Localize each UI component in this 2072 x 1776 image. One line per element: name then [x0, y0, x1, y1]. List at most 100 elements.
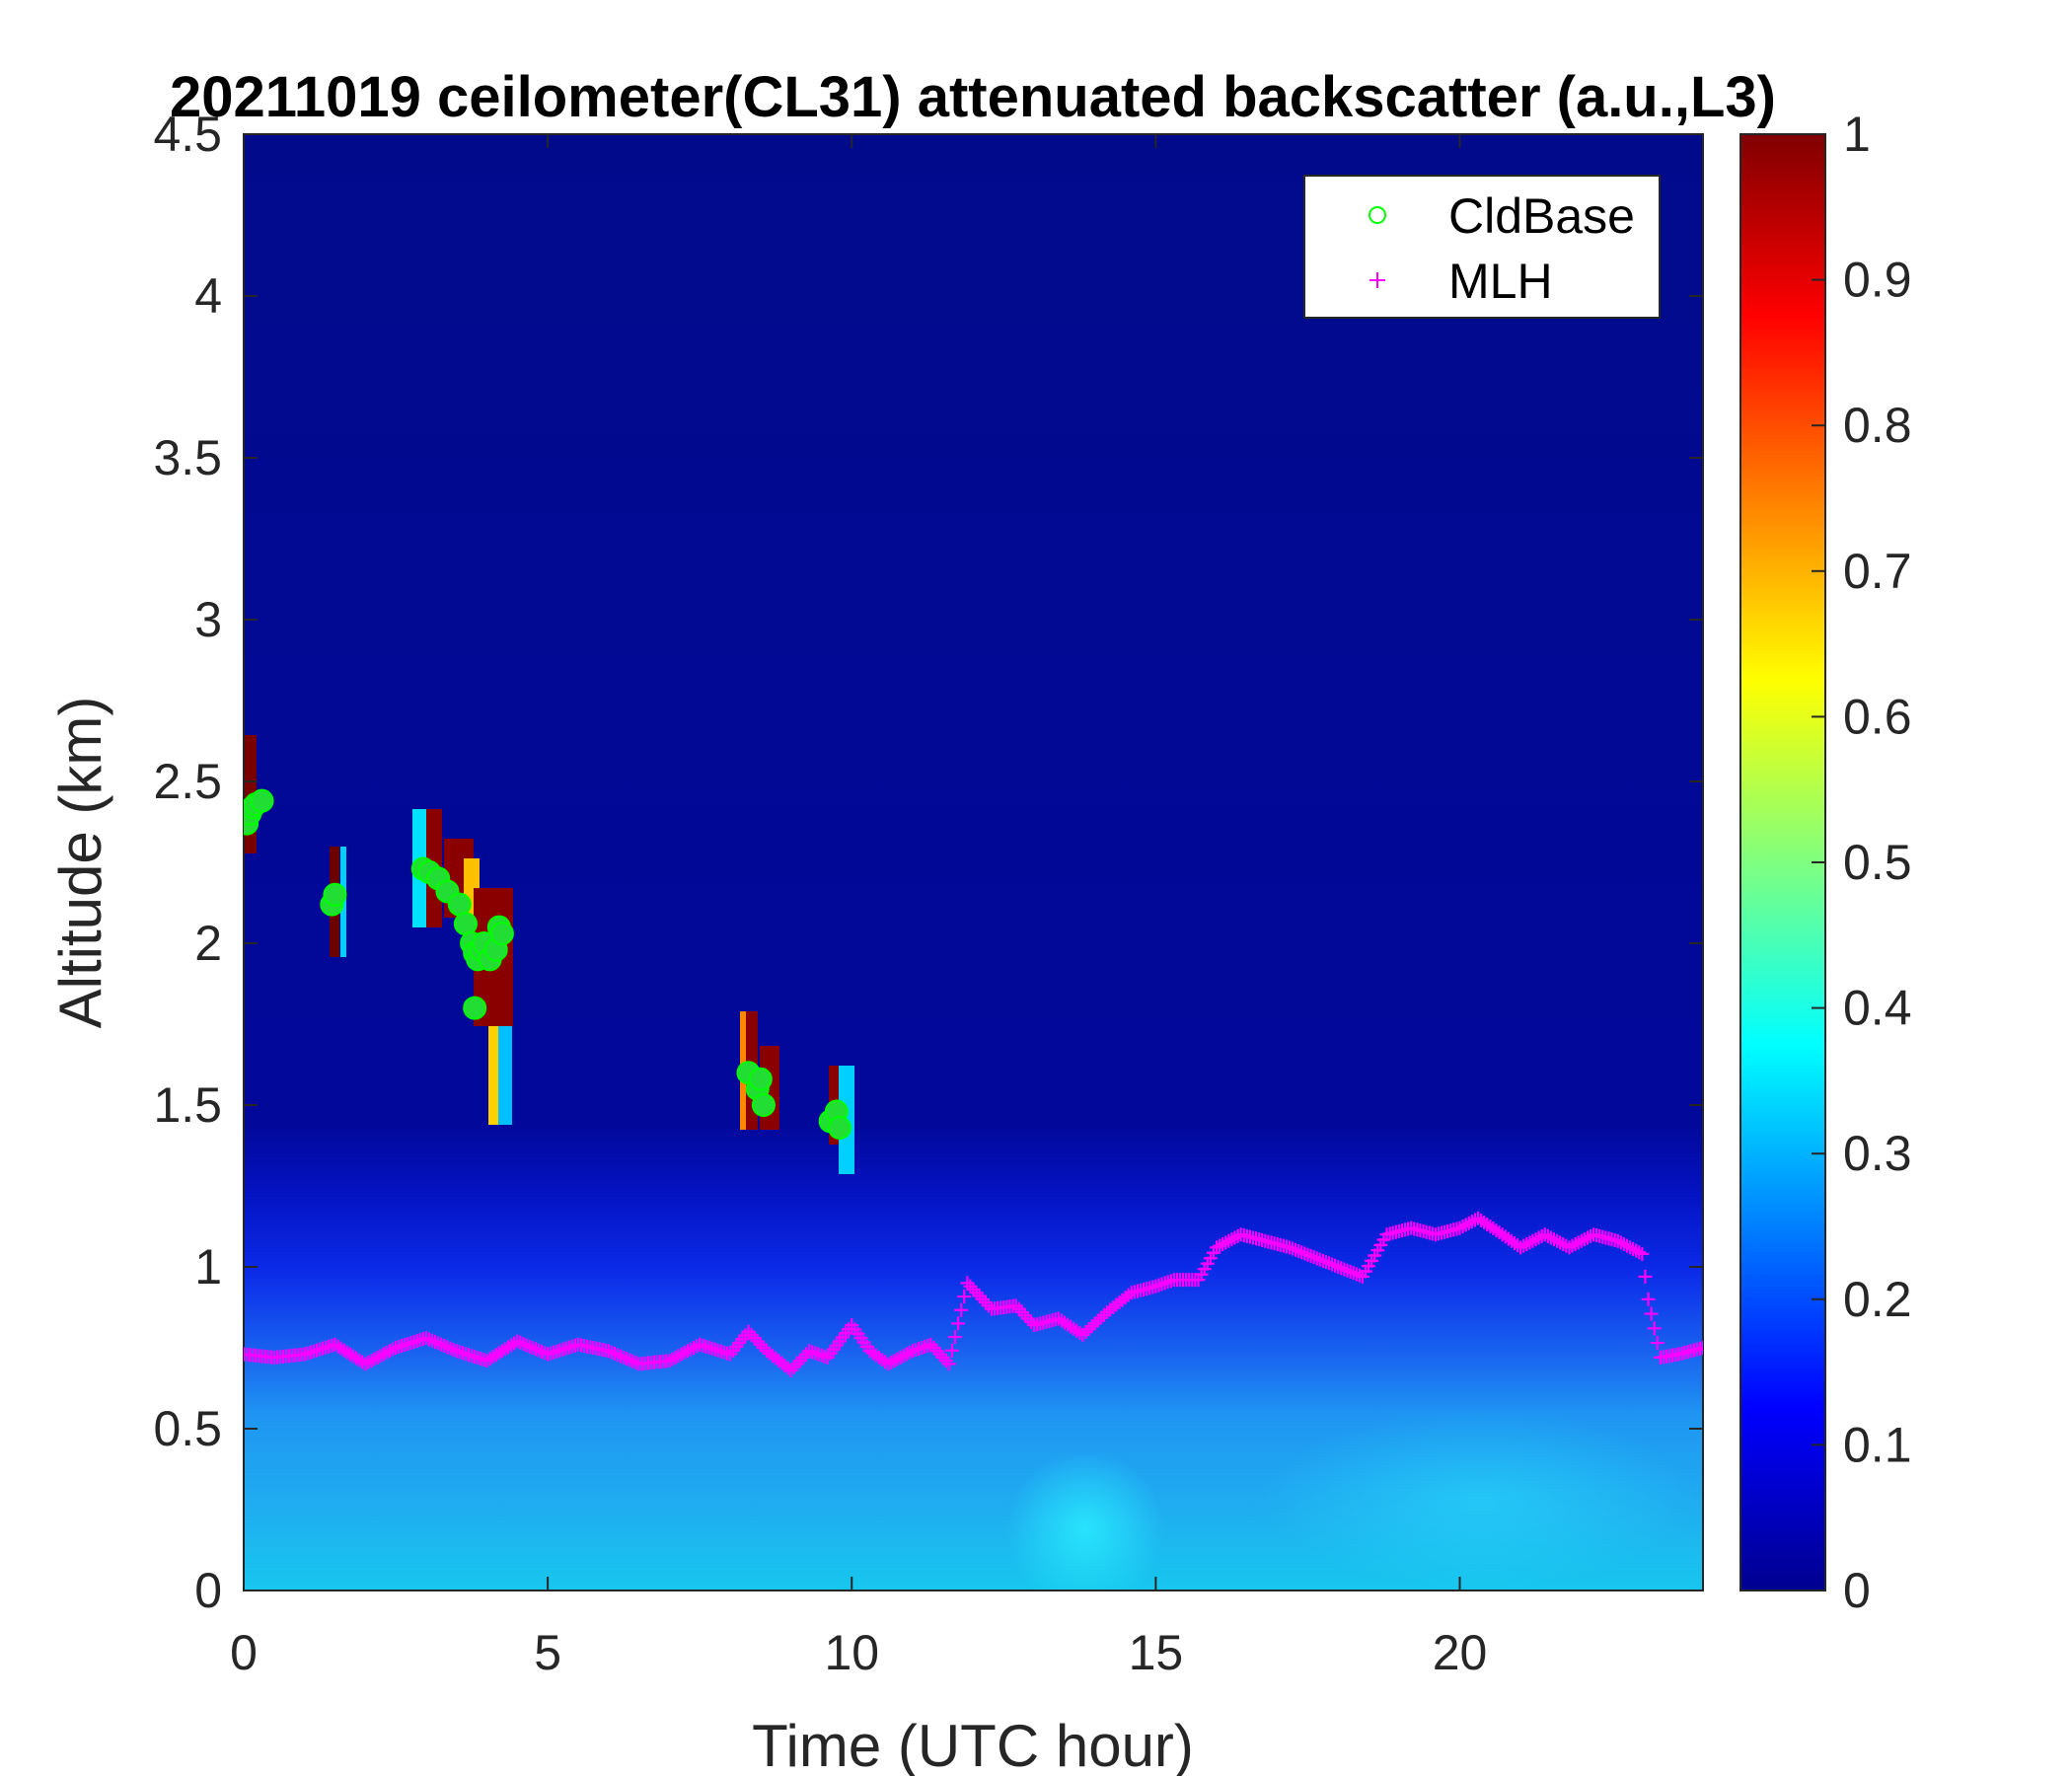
- colorbar-tick-label: 0.1: [1843, 1417, 1912, 1472]
- mlh-marker: [1303, 1248, 1318, 1263]
- colorbar-tick-label: 0.3: [1843, 1126, 1912, 1181]
- mlh-marker: [1011, 1301, 1026, 1316]
- x-tick-label: 10: [824, 1625, 879, 1680]
- mlh-marker: [789, 1357, 804, 1371]
- plot-frame: [243, 133, 1704, 1591]
- mlh-marker: [1543, 1230, 1558, 1245]
- mlh-marker: [623, 1353, 637, 1368]
- mlh-marker: [899, 1347, 914, 1362]
- mlh-marker: [783, 1363, 798, 1377]
- mlh-marker: [1300, 1247, 1315, 1262]
- mlh-marker: [443, 1341, 458, 1356]
- mlh-marker: [373, 1349, 388, 1364]
- mlh-marker: [1227, 1230, 1242, 1245]
- mlh-marker: [1014, 1304, 1029, 1319]
- mlh-marker: [376, 1347, 391, 1362]
- colorbar-tick-label: 1: [1843, 107, 1871, 162]
- axis-ticks: [243, 133, 1703, 1591]
- y-tick-label: 3: [194, 592, 222, 647]
- legend-box: [1303, 175, 1661, 319]
- mlh-marker: [668, 1350, 683, 1365]
- mlh-marker: [975, 1292, 990, 1306]
- mlh-marker: [617, 1350, 631, 1365]
- mlh-marker: [1540, 1228, 1555, 1243]
- mlh-marker: [786, 1360, 801, 1374]
- colorbar-tick-label: 0.7: [1843, 544, 1912, 599]
- mlh-marker: [948, 1330, 963, 1345]
- mlh-marker: [1464, 1215, 1479, 1229]
- mlh-marker: [881, 1357, 896, 1371]
- x-tick-labels: 0 5 10 15 20: [230, 1625, 1487, 1680]
- colorbar-tick-label: 0: [1843, 1563, 1871, 1618]
- legend-mlh-marker: [1369, 272, 1385, 288]
- mlh-marker: [421, 1332, 436, 1347]
- mlh-marker: [1340, 1263, 1355, 1278]
- mlh-marker: [750, 1334, 765, 1349]
- mlh-marker: [1610, 1233, 1625, 1248]
- mlh-marker: [753, 1337, 768, 1352]
- mlh-marker: [957, 1290, 972, 1304]
- mlh-marker: [1623, 1240, 1638, 1255]
- mlh-marker: [926, 1341, 941, 1355]
- mlh-marker: [1349, 1267, 1364, 1282]
- y-tick-labels: 0 0.5 1 1.5 2 2.5 3 3.5 4 4.5: [153, 107, 222, 1618]
- mlh-marker: [1547, 1232, 1562, 1247]
- mlh-marker: [379, 1345, 394, 1360]
- mlh-marker: [1616, 1237, 1631, 1252]
- mlh-marker: [1452, 1221, 1467, 1235]
- mlh-marker: [1221, 1233, 1236, 1248]
- mlh-marker: [1325, 1257, 1340, 1272]
- mlh-marker: [1210, 1240, 1223, 1255]
- mlh-marker: [1571, 1235, 1586, 1250]
- mlh-marker: [1322, 1256, 1337, 1271]
- mlh-marker: [370, 1350, 385, 1365]
- mlh-marker: [519, 1338, 534, 1353]
- mlh-marker: [902, 1345, 917, 1360]
- cldbase-marker: [463, 996, 487, 1020]
- mlh-marker: [747, 1331, 762, 1346]
- colorbar-tick-label: 0.4: [1843, 981, 1912, 1036]
- mlh-marker: [665, 1352, 680, 1367]
- mlh-marker: [1553, 1235, 1568, 1250]
- mlh-marker: [358, 1357, 373, 1371]
- mlh-marker: [1556, 1237, 1571, 1252]
- mlh-marker: [1522, 1235, 1537, 1250]
- mlh-marker: [792, 1354, 807, 1369]
- mlh-marker: [1613, 1235, 1628, 1250]
- x-tick-label: 0: [230, 1625, 258, 1680]
- mlh-marker: [1568, 1237, 1583, 1252]
- colorbar-ticks: 0 0.1 0.2 0.3 0.4 0.5 0.6 0.7 0.8 0.9 1: [1812, 107, 1912, 1618]
- mlh-series: [244, 1211, 1703, 1377]
- x-tick-label: 20: [1433, 1625, 1488, 1680]
- mlh-marker: [1647, 1321, 1662, 1336]
- mlh-marker: [428, 1335, 443, 1350]
- mlh-marker: [531, 1343, 546, 1358]
- x-tick-label: 15: [1129, 1625, 1184, 1680]
- mlh-marker: [1574, 1233, 1589, 1248]
- mlh-marker: [1024, 1314, 1039, 1329]
- mlh-marker: [1343, 1264, 1358, 1279]
- mlh-marker: [425, 1333, 440, 1348]
- cldbase-marker: [751, 1093, 776, 1117]
- mlh-marker: [981, 1298, 996, 1313]
- mlh-marker: [522, 1339, 537, 1354]
- mlh-marker: [440, 1340, 455, 1355]
- mlh-marker: [1550, 1233, 1565, 1248]
- mlh-marker: [434, 1337, 449, 1352]
- y-tick-label: 1.5: [153, 1077, 222, 1133]
- mlh-marker: [1020, 1311, 1035, 1326]
- mlh-marker: [1121, 1288, 1136, 1302]
- mlh-marker: [683, 1342, 698, 1357]
- mlh-marker: [1309, 1251, 1324, 1266]
- mlh-marker: [935, 1350, 950, 1365]
- mlh-marker: [1528, 1232, 1543, 1247]
- mlh-marker: [525, 1341, 540, 1355]
- cldbase-marker: [323, 882, 347, 907]
- mlh-marker: [951, 1316, 966, 1331]
- mlh-marker: [1292, 1244, 1306, 1259]
- mlh-marker: [741, 1324, 756, 1339]
- mlh-marker: [1286, 1241, 1300, 1256]
- mlh-marker: [516, 1337, 531, 1352]
- mlh-marker: [1458, 1218, 1473, 1232]
